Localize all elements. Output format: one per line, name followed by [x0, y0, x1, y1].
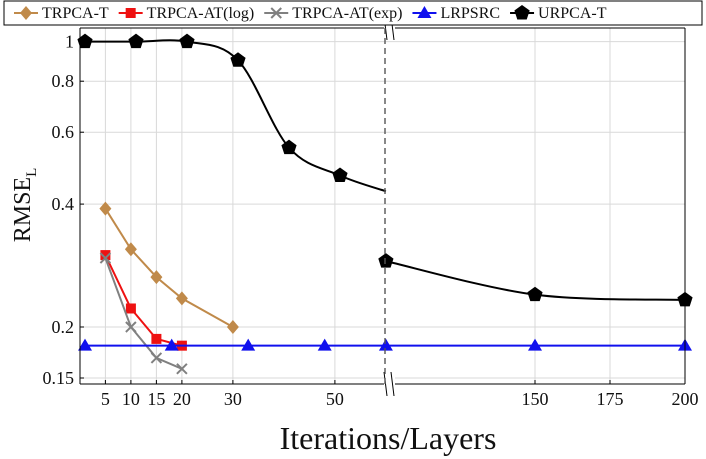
- axes: [79, 15, 686, 397]
- data-point: [230, 52, 246, 67]
- legend-item: LRPSRC: [412, 5, 500, 22]
- data-point: [317, 338, 332, 351]
- legend-marker: [417, 6, 432, 18]
- data-point: [241, 338, 256, 351]
- x-tick-label: 30: [224, 389, 242, 409]
- legend-marker: [20, 6, 32, 20]
- legend-item: URPCA-T: [510, 5, 607, 22]
- y-axis-label: RMSEL: [10, 168, 40, 243]
- data-point: [281, 139, 297, 155]
- x-tick-label: 175: [597, 389, 624, 409]
- x-tick-label: 50: [326, 389, 344, 409]
- axis-break-mark: [390, 371, 395, 397]
- series-line: [104, 257, 183, 370]
- legend-label: LRPSRC: [440, 5, 500, 22]
- x-tick-label: 15: [147, 389, 165, 409]
- series-trpca-t: [99, 201, 239, 334]
- legend-marker: [125, 8, 136, 18]
- tick-labels: 5 10 15 20 30 50 150 175 200 1 0.8 0.6 0.4 0.2 0.15: [43, 32, 699, 409]
- data-point: [77, 33, 93, 49]
- y-tick-label: 0.8: [52, 71, 75, 91]
- data-point: [378, 253, 394, 268]
- marker-stroke: [150, 352, 163, 364]
- data-point: [527, 286, 543, 302]
- data-point: [378, 338, 393, 351]
- y-tick-label: 0.4: [52, 194, 75, 214]
- legend-label: TRPCA-AT(exp): [292, 5, 402, 22]
- data-point: [128, 33, 144, 49]
- legend: TRPCA-T TRPCA-AT(log) TRPCA-AT(exp) LRPSRC U…: [3, 0, 703, 26]
- data-point: [175, 291, 188, 306]
- data-point: [78, 338, 92, 351]
- data-point: [179, 33, 195, 49]
- data-point: [99, 252, 112, 264]
- legend-label: TRPCA-T: [42, 5, 109, 22]
- data-point: [125, 303, 136, 314]
- y-tick-label: 0.6: [52, 122, 75, 142]
- series-layer: [77, 33, 693, 375]
- x-tick-label: 200: [672, 389, 699, 409]
- data-point: [124, 242, 137, 257]
- series-line: [104, 254, 183, 347]
- marker-stroke: [270, 7, 282, 19]
- y-tick-label: 1: [65, 32, 74, 52]
- data-point: [164, 338, 179, 351]
- data-point: [332, 167, 348, 182]
- series-trpca-at-exp-: [99, 252, 188, 375]
- y-tick-label: 0.2: [52, 317, 75, 337]
- data-point: [150, 270, 163, 285]
- data-point: [528, 338, 542, 351]
- legend-marker: [270, 7, 282, 19]
- x-tick-label: 20: [173, 389, 191, 409]
- axis-break-mask: [384, 372, 395, 396]
- marker-stroke: [125, 321, 137, 333]
- data-point: [100, 250, 111, 261]
- legend-label: URPCA-T: [538, 5, 607, 22]
- series-urpca-t: [77, 33, 693, 307]
- data-point: [99, 201, 112, 216]
- y-axis-label-subscript: L: [24, 168, 40, 177]
- data-point: [176, 363, 188, 375]
- x-axis-label: Iterations/Layers: [280, 420, 497, 456]
- x-tick-label: 10: [122, 389, 140, 409]
- y-axis-label-main: RMSE: [10, 177, 36, 242]
- axis-break-mask: [384, 16, 395, 40]
- data-point: [150, 352, 163, 364]
- marker-stroke: [176, 363, 188, 375]
- legend-item: TRPCA-T: [14, 5, 109, 22]
- legend-marker: [514, 5, 530, 20]
- x-tick-label: 5: [101, 389, 110, 409]
- legend-item: TRPCA-AT(exp): [264, 5, 402, 22]
- data-point: [125, 321, 137, 333]
- y-tick-label: 0.15: [43, 368, 75, 388]
- legend-item: TRPCA-AT(log): [118, 5, 255, 22]
- legend-label: TRPCA-AT(log): [147, 5, 255, 22]
- data-point: [151, 333, 162, 344]
- data-point: [226, 319, 239, 334]
- x-tick-label: 150: [522, 389, 549, 409]
- marker-stroke: [99, 252, 112, 264]
